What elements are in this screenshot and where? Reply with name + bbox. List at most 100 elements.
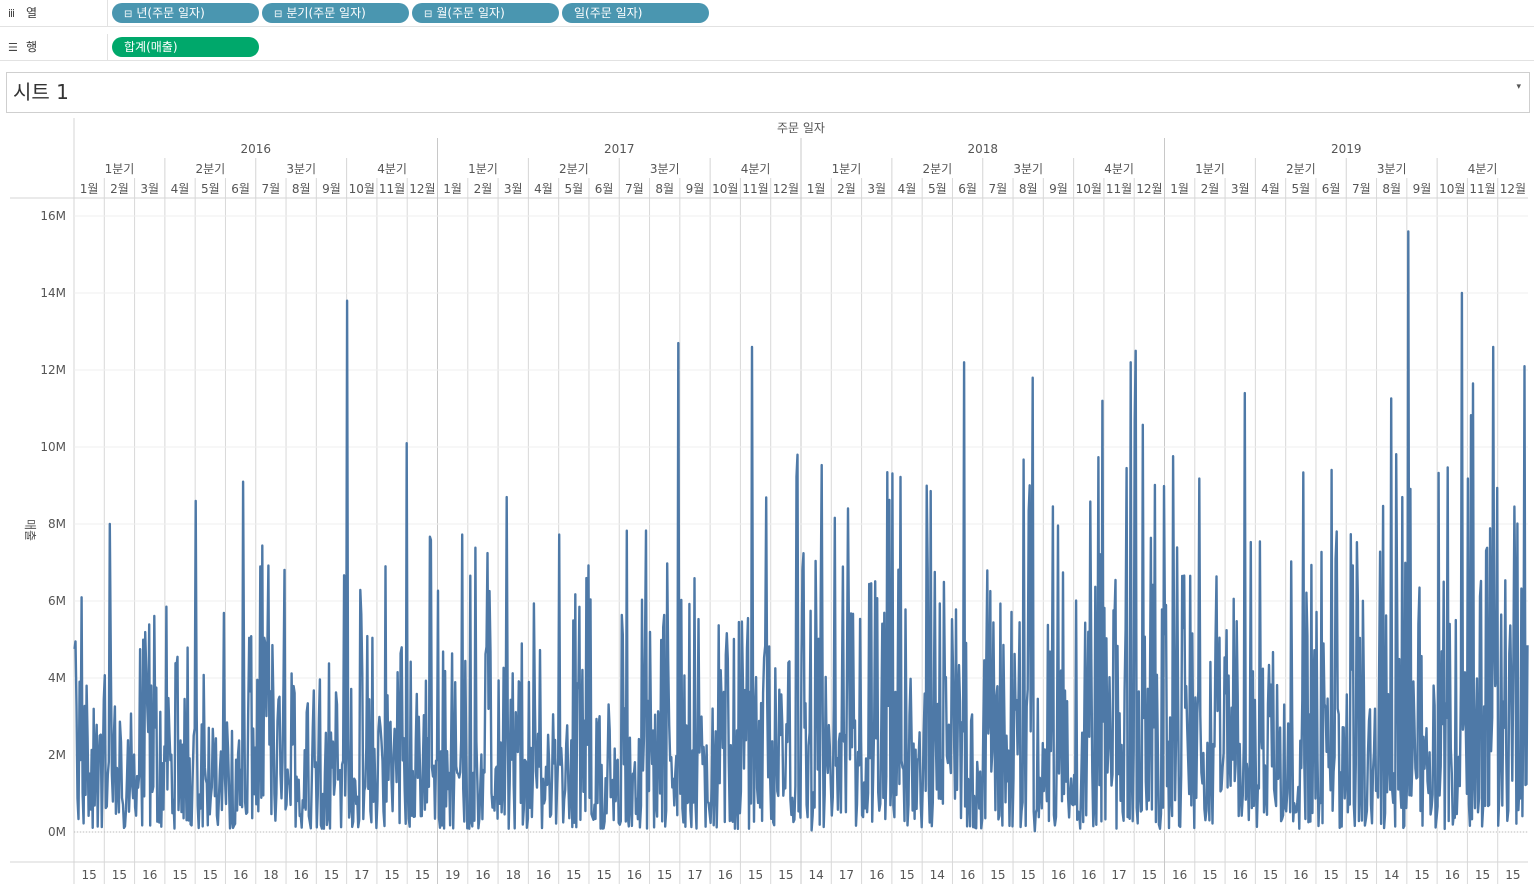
y-tick-label: 14M bbox=[40, 286, 66, 300]
month-label: 10월 bbox=[1076, 182, 1102, 196]
y-tick-label: 4M bbox=[48, 671, 66, 685]
month-label: 1월 bbox=[443, 182, 462, 196]
month-label: 11월 bbox=[379, 182, 405, 196]
month-label: 12월 bbox=[773, 182, 799, 196]
month-label: 9월 bbox=[1049, 182, 1068, 196]
month-label: 11월 bbox=[742, 182, 768, 196]
year-label: 2019 bbox=[1331, 142, 1362, 156]
pill-label: 분기(주문 일자) bbox=[286, 6, 366, 20]
quarter-label: 1분기 bbox=[1195, 162, 1225, 176]
y-tick-label: 8M bbox=[48, 517, 66, 531]
day-label: 15 bbox=[1354, 868, 1369, 882]
day-label: 15 bbox=[1505, 868, 1520, 882]
day-label: 15 bbox=[778, 868, 793, 882]
y-tick-label: 2M bbox=[48, 748, 66, 762]
y-tick-label: 16M bbox=[40, 209, 66, 223]
day-label: 14 bbox=[930, 868, 945, 882]
day-label: 16 bbox=[869, 868, 884, 882]
month-label: 8월 bbox=[292, 182, 311, 196]
y-tick-label: 10M bbox=[40, 440, 66, 454]
month-label: 12월 bbox=[1500, 182, 1526, 196]
dropdown-icon[interactable]: ▾ bbox=[1516, 82, 1521, 92]
month-label: 2월 bbox=[474, 182, 493, 196]
quarter-label: 3분기 bbox=[650, 162, 680, 176]
day-label: 14 bbox=[1384, 868, 1399, 882]
day-label: 16 bbox=[294, 868, 309, 882]
sales-series-line bbox=[73, 230, 1529, 833]
rows-icon: ☰ bbox=[8, 41, 18, 54]
day-label: 15 bbox=[82, 868, 97, 882]
day-label: 16 bbox=[1293, 868, 1308, 882]
day-label: 15 bbox=[596, 868, 611, 882]
day-label: 17 bbox=[687, 868, 702, 882]
y-tick-label: 0M bbox=[48, 825, 66, 839]
day-label: 16 bbox=[1081, 868, 1096, 882]
x-axis-title: 주문 일자 bbox=[777, 121, 825, 135]
y-axis-title: 매출 bbox=[23, 519, 37, 541]
quarter-label: 2분기 bbox=[922, 162, 952, 176]
sheet-title[interactable]: 시트 1 ▾ bbox=[6, 72, 1530, 113]
day-order-date-pill[interactable]: 일(주문 일자) bbox=[562, 3, 709, 23]
month-label: 1월 bbox=[1170, 182, 1189, 196]
month-label: 1월 bbox=[80, 182, 99, 196]
quarter-label: 1분기 bbox=[105, 162, 135, 176]
month-label: 10월 bbox=[712, 182, 738, 196]
day-label: 18 bbox=[263, 868, 278, 882]
day-label: 17 bbox=[1111, 868, 1126, 882]
collapse-icon[interactable]: ⊟ bbox=[124, 9, 133, 20]
pill-label: 월(주문 일자) bbox=[436, 6, 505, 20]
month-label: 4월 bbox=[898, 182, 917, 196]
month-label: 11월 bbox=[1469, 182, 1495, 196]
month-label: 8월 bbox=[1019, 182, 1038, 196]
day-label: 15 bbox=[172, 868, 187, 882]
month-label: 2월 bbox=[837, 182, 856, 196]
quarter-label: 2분기 bbox=[1286, 162, 1316, 176]
quarter-label: 4분기 bbox=[1104, 162, 1134, 176]
quarter-label: 1분기 bbox=[832, 162, 862, 176]
day-label: 17 bbox=[839, 868, 854, 882]
quarter-label: 3분기 bbox=[1377, 162, 1407, 176]
sum-sales-pill[interactable]: 합계(매출) bbox=[112, 37, 259, 57]
month-order-date-pill[interactable]: ⊟ 월(주문 일자) bbox=[412, 3, 559, 23]
day-label: 18 bbox=[506, 868, 521, 882]
day-label: 16 bbox=[1172, 868, 1187, 882]
year-order-date-pill[interactable]: ⊟ 년(주문 일자) bbox=[112, 3, 259, 23]
day-label: 16 bbox=[1445, 868, 1460, 882]
day-label: 15 bbox=[1323, 868, 1338, 882]
day-label: 16 bbox=[718, 868, 733, 882]
day-label: 15 bbox=[1142, 868, 1157, 882]
quarter-label: 4분기 bbox=[741, 162, 771, 176]
month-label: 5월 bbox=[201, 182, 220, 196]
month-label: 4월 bbox=[171, 182, 190, 196]
month-label: 5월 bbox=[564, 182, 583, 196]
pill-label: 합계(매출) bbox=[124, 40, 178, 54]
day-label: 15 bbox=[324, 868, 339, 882]
collapse-icon[interactable]: ⊟ bbox=[274, 9, 283, 20]
day-label: 16 bbox=[1233, 868, 1248, 882]
y-tick-label: 12M bbox=[40, 363, 66, 377]
month-label: 8월 bbox=[655, 182, 674, 196]
day-label: 16 bbox=[142, 868, 157, 882]
day-label: 15 bbox=[657, 868, 672, 882]
day-label: 19 bbox=[445, 868, 460, 882]
month-label: 2월 bbox=[1201, 182, 1220, 196]
collapse-icon[interactable]: ⊟ bbox=[424, 9, 433, 20]
quarter-order-date-pill[interactable]: ⊟ 분기(주문 일자) bbox=[262, 3, 409, 23]
day-label: 15 bbox=[384, 868, 399, 882]
day-label: 15 bbox=[203, 868, 218, 882]
month-label: 7월 bbox=[989, 182, 1008, 196]
month-label: 5월 bbox=[928, 182, 947, 196]
quarter-label: 3분기 bbox=[286, 162, 316, 176]
pill-label: 년(주문 일자) bbox=[136, 6, 205, 20]
day-label: 14 bbox=[809, 868, 824, 882]
month-label: 11월 bbox=[1106, 182, 1132, 196]
day-label: 15 bbox=[1475, 868, 1490, 882]
month-label: 12월 bbox=[409, 182, 435, 196]
day-label: 16 bbox=[233, 868, 248, 882]
rows-shelf[interactable]: ☰ 행 합계(매출) bbox=[0, 34, 1534, 61]
sheet-title-text: 시트 1 bbox=[13, 80, 69, 104]
pill-label: 일(주문 일자) bbox=[574, 6, 643, 20]
day-label: 15 bbox=[566, 868, 581, 882]
month-label: 10월 bbox=[1439, 182, 1465, 196]
